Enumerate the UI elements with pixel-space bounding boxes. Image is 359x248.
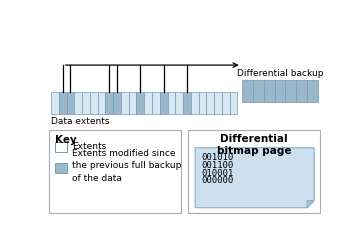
Bar xyxy=(307,80,318,102)
Bar xyxy=(275,80,285,102)
Bar xyxy=(214,92,222,114)
FancyBboxPatch shape xyxy=(49,130,181,213)
Bar xyxy=(144,92,152,114)
Bar xyxy=(191,92,199,114)
Polygon shape xyxy=(307,201,314,208)
Text: Differential backup: Differential backup xyxy=(237,69,323,78)
Bar xyxy=(183,92,191,114)
Bar xyxy=(113,92,121,114)
Bar xyxy=(55,163,67,173)
Bar xyxy=(199,92,206,114)
Bar xyxy=(285,80,296,102)
Bar xyxy=(82,92,90,114)
Polygon shape xyxy=(195,148,314,208)
Bar xyxy=(253,80,264,102)
Bar xyxy=(98,92,105,114)
Bar xyxy=(90,92,98,114)
Bar xyxy=(222,92,230,114)
Bar xyxy=(59,92,66,114)
Bar xyxy=(206,92,214,114)
Text: Key: Key xyxy=(55,135,77,145)
Bar xyxy=(66,92,74,114)
Text: Extents modified since
the previous full backup
of the data: Extents modified since the previous full… xyxy=(72,149,182,183)
Text: 000000: 000000 xyxy=(201,176,234,185)
Bar xyxy=(168,92,175,114)
Text: 001100: 001100 xyxy=(201,161,234,170)
FancyBboxPatch shape xyxy=(188,130,320,213)
Bar xyxy=(264,80,275,102)
Bar xyxy=(242,80,253,102)
Text: 001010: 001010 xyxy=(201,153,234,162)
Bar xyxy=(160,92,168,114)
Bar xyxy=(51,92,59,114)
Bar xyxy=(121,92,129,114)
Bar xyxy=(296,80,307,102)
Bar xyxy=(55,142,67,152)
Bar xyxy=(105,92,113,114)
Bar xyxy=(136,92,144,114)
Text: Differential
bitmap page: Differential bitmap page xyxy=(217,134,292,156)
Bar xyxy=(175,92,183,114)
Text: Extents: Extents xyxy=(72,142,107,151)
Bar xyxy=(152,92,160,114)
Text: 010001: 010001 xyxy=(201,168,234,178)
Bar xyxy=(230,92,237,114)
Bar xyxy=(74,92,82,114)
Text: Data extents: Data extents xyxy=(51,117,109,126)
Bar xyxy=(129,92,136,114)
